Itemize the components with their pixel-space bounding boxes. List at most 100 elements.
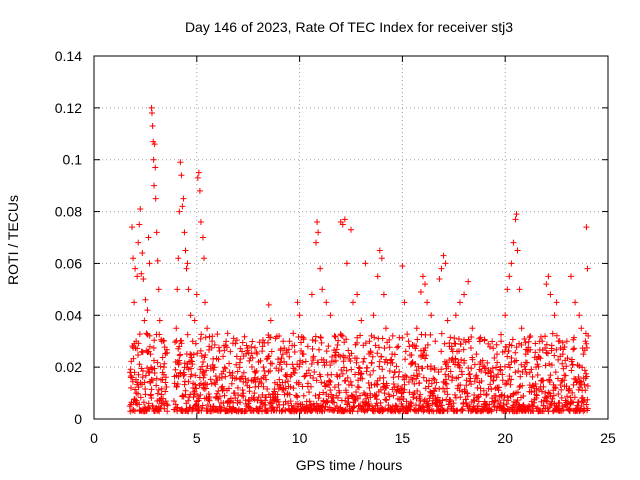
roti-band-point xyxy=(268,400,275,407)
roti-band-point xyxy=(402,356,409,363)
roti-band-point xyxy=(137,394,144,401)
roti-point xyxy=(487,369,494,376)
roti-band-point xyxy=(157,405,164,412)
roti-band-point xyxy=(212,373,219,380)
roti-band-point xyxy=(410,372,417,379)
roti-band-point xyxy=(386,393,393,400)
roti-point xyxy=(493,351,500,358)
roti-point xyxy=(438,265,445,272)
roti-point xyxy=(286,353,293,360)
roti-band-point xyxy=(262,372,269,379)
roti-point xyxy=(149,123,156,130)
roti-band-point xyxy=(485,385,492,392)
roti-band-point xyxy=(327,362,334,369)
roti-point xyxy=(160,364,167,371)
roti-band-point xyxy=(243,342,250,349)
roti-band-point xyxy=(561,377,568,384)
roti-point xyxy=(200,255,207,262)
roti-band-point xyxy=(265,353,272,360)
roti-band-point xyxy=(490,345,497,352)
roti-band-point xyxy=(158,391,165,398)
roti-band-point xyxy=(557,344,564,351)
roti-band-point xyxy=(162,350,169,357)
roti-band-point xyxy=(504,353,511,360)
roti-band-point xyxy=(435,368,442,375)
roti-point xyxy=(327,312,334,319)
roti-band-point xyxy=(465,338,472,345)
roti-band-point xyxy=(151,369,158,376)
roti-point xyxy=(518,325,525,332)
roti-band-point xyxy=(318,379,325,386)
roti-band-point xyxy=(571,345,578,352)
roti-band-point xyxy=(415,363,422,370)
roti-band-point xyxy=(554,375,561,382)
roti-band-point xyxy=(321,362,328,369)
roti-band-point xyxy=(481,398,488,405)
roti-band-point xyxy=(568,367,575,374)
roti-band-point xyxy=(337,353,344,360)
roti-band-point xyxy=(197,347,204,354)
roti-band-point xyxy=(423,352,430,359)
roti-band-point xyxy=(489,338,496,345)
roti-point xyxy=(580,351,587,358)
points-layer xyxy=(128,104,591,399)
roti-band-point xyxy=(372,342,379,349)
y-tick-label: 0.04 xyxy=(55,307,82,323)
roti-point xyxy=(432,338,439,345)
roti-band-point xyxy=(197,335,204,342)
roti-band-point xyxy=(374,402,381,409)
roti-point xyxy=(148,110,155,117)
dense-band-layer xyxy=(126,330,592,415)
roti-band-point xyxy=(276,376,283,383)
roti-band-point xyxy=(517,373,524,380)
roti-band-point xyxy=(513,344,520,351)
roti-point xyxy=(516,286,523,293)
roti-point xyxy=(339,221,346,228)
roti-band-point xyxy=(190,394,197,401)
roti-point xyxy=(259,343,266,350)
roti-point xyxy=(148,104,155,111)
roti-point xyxy=(323,299,330,306)
roti-band-point xyxy=(562,372,569,379)
roti-point xyxy=(510,239,517,246)
roti-band-point xyxy=(239,339,246,346)
roti-band-point xyxy=(340,364,347,371)
roti-band-point xyxy=(248,343,255,350)
roti-band-point xyxy=(304,380,311,387)
roti-band-point xyxy=(235,391,242,398)
roti-point xyxy=(152,164,159,171)
roti-band-point xyxy=(164,402,171,409)
roti-band-point xyxy=(438,366,445,373)
roti-band-point xyxy=(449,374,456,381)
roti-band-point xyxy=(323,348,330,355)
roti-band-point xyxy=(583,373,590,380)
roti-band-point xyxy=(355,364,362,371)
roti-point xyxy=(512,216,519,223)
roti-band-point xyxy=(286,391,293,398)
roti-band-point xyxy=(239,387,246,394)
roti-point xyxy=(204,325,211,332)
roti-band-point xyxy=(414,336,421,343)
roti-band-point xyxy=(381,390,388,397)
roti-band-point xyxy=(494,359,501,366)
roti-band-point xyxy=(198,352,205,359)
roti-point xyxy=(358,317,365,324)
roti-band-point xyxy=(514,397,521,404)
roti-band-point xyxy=(334,341,341,348)
roti-band-point xyxy=(149,403,156,410)
roti-band-point xyxy=(179,392,186,399)
roti-band-point xyxy=(246,384,253,391)
roti-band-point xyxy=(317,373,324,380)
roti-band-point xyxy=(519,402,526,409)
roti-band-point xyxy=(290,385,297,392)
roti-band-point xyxy=(337,404,344,411)
roti-point xyxy=(226,369,233,376)
roti-band-point xyxy=(463,400,470,407)
roti-band-point xyxy=(464,393,471,400)
roti-band-point xyxy=(176,343,183,350)
roti-band-point xyxy=(348,366,355,373)
roti-band-point xyxy=(256,339,263,346)
roti-band-point xyxy=(570,381,577,388)
roti-point xyxy=(319,286,326,293)
roti-band-point xyxy=(249,363,255,370)
